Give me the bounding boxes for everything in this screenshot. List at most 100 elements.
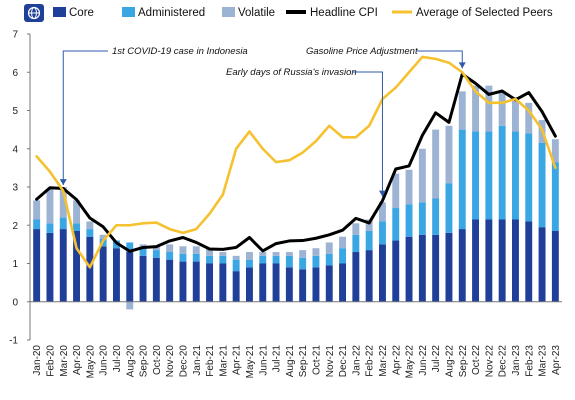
x-tick-label: Apr-21 [232,345,243,375]
x-tick-label: Apr-20 [72,345,83,375]
bar-core-apr-20 [73,230,81,302]
bar-administered-aug-21 [285,255,293,268]
bar-volatile-jan-23 [511,97,519,132]
x-tick-label: Feb-20 [45,345,56,377]
x-tick-label: Mar-21 [218,345,229,377]
bar-core-may-22 [405,236,413,302]
bar-volatile-mar-22 [378,202,386,222]
bar-volatile-feb-20 [46,188,54,224]
y-tick-label: 4 [12,144,18,155]
bar-volatile-oct-22 [472,85,480,132]
bar-core-feb-23 [525,221,533,302]
line-average-of-selected-peers [35,55,557,269]
x-tick-label: Feb-23 [524,345,535,377]
bar-volatile-jun-20 [99,234,107,239]
legend-item-peers: Average of Selected Peers [392,7,553,19]
legend-swatch-core [53,7,66,17]
legend-label-administered: Administered [138,7,205,19]
bar-volatile-jan-20 [33,200,41,220]
bar-administered-feb-21 [206,255,214,264]
legend-item-administered: Administered [122,7,205,19]
annotation-russia: Early days of Russia's invasion [226,67,386,197]
arrow-covid-head [59,179,67,186]
bar-core-sep-21 [299,269,307,302]
bar-volatile-aug-22 [445,125,453,184]
legend-item-volatile: Volatile [222,7,275,19]
x-tick-label: Dec-21 [338,345,349,378]
bar-administered-feb-20 [46,223,54,233]
x-tick-label: Sep-20 [139,345,150,378]
x-tick-label: Jan-20 [32,345,43,376]
x-tick-label: Jul-21 [272,345,283,373]
bar-core-sep-20 [139,255,147,302]
bar-core-mar-23 [538,227,546,302]
line-headline-cpi [35,72,557,253]
bar-administered-mar-20 [59,217,67,230]
bar-administered-may-22 [405,204,413,237]
bar-core-nov-22 [485,219,493,302]
x-tick-label: Oct-21 [311,345,322,375]
bar-volatile-sep-21 [299,250,307,258]
bar-administered-jan-20 [33,219,41,230]
bar-volatile-jun-21 [259,252,267,256]
legend-item-core: Core [53,7,94,19]
bar-administered-dec-21 [339,248,347,264]
bar-volatile-may-21 [245,252,253,260]
bar-core-aug-20 [126,252,134,302]
bar-administered-feb-23 [525,133,533,222]
bar-administered-feb-22 [365,230,373,251]
bar-core-jun-22 [418,234,426,302]
x-tick-label: Mar-22 [378,345,389,377]
bar-volatile-feb-21 [206,248,214,256]
bar-administered-apr-21 [232,259,240,272]
bar-core-jun-20 [99,246,107,302]
bar-administered-jul-22 [432,198,440,235]
annotation-covid: 1st COVID-19 case in Indonesia [59,46,248,186]
bar-volatile-apr-20 [73,200,81,224]
bar-administered-jan-23 [511,131,519,220]
globe-icon [24,4,44,22]
bar-core-apr-21 [232,271,240,302]
x-tick-label: Jan-22 [351,345,362,376]
arrow-russia-head [378,190,386,197]
bar-core-mar-22 [378,244,386,302]
x-tick-label: Nov-20 [165,345,176,378]
x-tick-label: Jun-20 [99,345,110,376]
bar-administered-jun-22 [418,202,426,235]
bar-core-jun-21 [259,263,267,302]
x-tick-label: Nov-22 [484,345,495,378]
bar-volatile-apr-23 [551,139,559,163]
bar-volatile-sep-22 [458,91,466,130]
x-tick-label: Jun-21 [258,345,269,376]
bar-administered-may-21 [245,259,253,268]
x-tick-label: Dec-20 [178,345,189,378]
bar-administered-jan-22 [352,234,360,253]
bar-administered-nov-22 [485,131,493,220]
annotation-gasoline: Gasoline Price Adjustment [306,46,466,69]
annotation-russia-arrow [352,71,383,197]
x-tick-label: Jul-22 [431,345,442,373]
y-tick-label: 5 [12,106,18,117]
bar-core-oct-22 [472,219,480,302]
bar-volatile-may-22 [405,169,413,205]
bar-administered-jan-21 [192,253,200,262]
bar-administered-apr-22 [392,208,400,241]
legend-item-headline-cpi: Headline CPI [286,7,378,19]
lines [35,55,557,269]
x-tick-label: Jan-23 [511,345,522,376]
bar-volatile-feb-23 [525,102,533,134]
bar-administered-oct-20 [152,250,160,258]
bar-core-jan-21 [192,261,200,302]
x-tick-label: Mar-20 [59,345,70,377]
x-tick-label: Jun-22 [418,345,429,376]
bar-administered-aug-22 [445,183,453,233]
bar-core-feb-20 [46,232,54,302]
x-tick-label: Oct-20 [152,345,163,375]
legend-label-peers: Average of Selected Peers [416,7,553,19]
bar-administered-aug-20 [126,242,134,253]
bar-volatile-mar-21 [219,252,227,256]
bar-core-mar-20 [59,229,67,302]
annotation-gasoline-text: Gasoline Price Adjustment [306,46,418,57]
y-tick-label: 1 [12,259,18,270]
